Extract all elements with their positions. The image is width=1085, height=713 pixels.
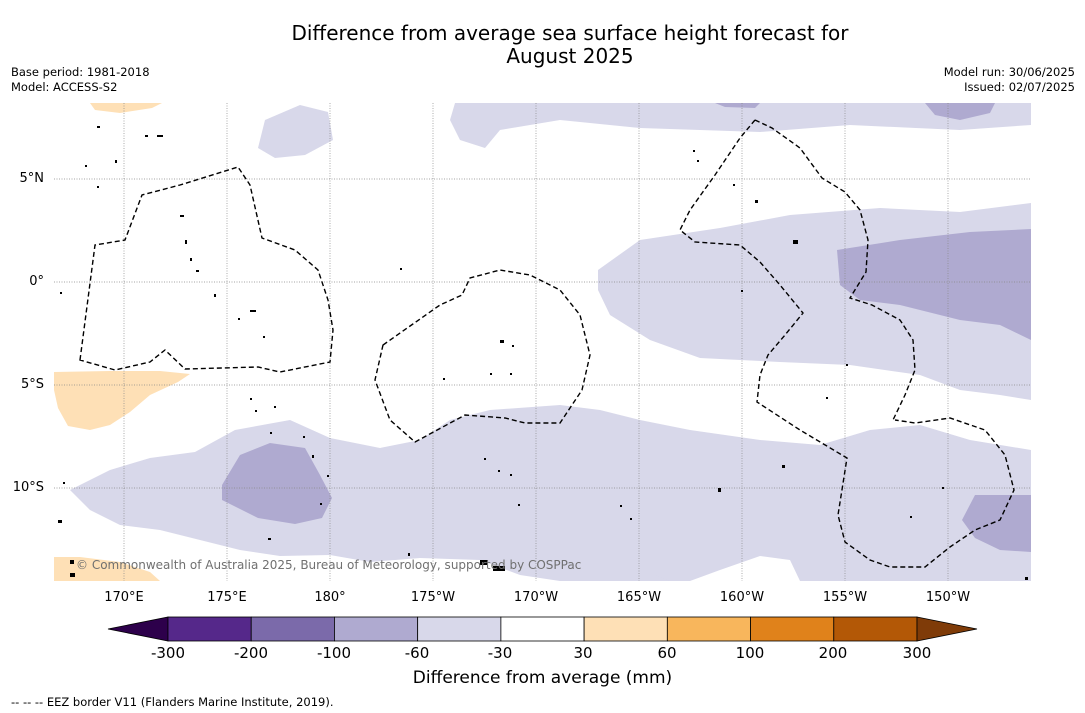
chart-title: Difference from average sea surface heig… (0, 22, 1085, 68)
colorbar-segment (417, 616, 502, 642)
colorbar-tick: -100 (316, 644, 352, 662)
title-line-2: August 2025 (506, 44, 634, 68)
lat-label-5n: 5°N (19, 171, 45, 186)
lon-label-160w: 160°W (719, 590, 765, 605)
colorbar-tick: 60 (657, 644, 677, 662)
eez-borders (79, 119, 1015, 568)
anomaly-region-bottom-fragment (645, 575, 670, 581)
colorbar-label: Difference from average (mm) (412, 668, 673, 688)
title-line-1: Difference from average sea surface heig… (291, 21, 849, 45)
colorbar-under-arrow (107, 616, 169, 642)
colorbar-segment (666, 616, 751, 642)
positive-region-nw (90, 103, 162, 113)
model-run: Model run: 30/06/2025 (943, 65, 1075, 79)
lon-label-170e: 170°E (104, 590, 144, 605)
colorbar-over-arrow (916, 616, 978, 642)
lon-label-155w: 155°W (822, 590, 868, 605)
colorbar-tick: 30 (573, 644, 593, 662)
lat-label-0: 0° (29, 274, 44, 289)
anomaly-region-north-band (450, 103, 1031, 148)
colorbar-segment (250, 616, 335, 642)
meta-right: Model run: 30/06/2025 Issued: 02/07/2025 (944, 65, 1075, 95)
base-period: Base period: 1981-2018 (11, 65, 150, 79)
colorbar-segment (334, 616, 419, 642)
lon-label-180: 180° (314, 590, 346, 605)
colorbar-segment (833, 616, 918, 642)
colorbar-segment (583, 616, 668, 642)
lat-label-10s: 10°S (12, 480, 44, 495)
anomaly-region-southeast-darker (962, 495, 1031, 552)
eez-border-line-islands (754, 119, 916, 421)
model-name: Model: ACCESS-S2 (11, 80, 118, 94)
issued-date: Issued: 02/07/2025 (964, 80, 1075, 94)
anomaly-region-darker-north (715, 103, 760, 108)
colorbar-tick: 200 (818, 644, 848, 662)
eez-border-tuvalu-kiribati-west (79, 166, 334, 373)
positive-region-sw (54, 371, 190, 430)
colorbar-tick: -200 (233, 644, 269, 662)
positive-region-bottom-left (54, 557, 160, 581)
eez-border-phoenix (374, 269, 591, 443)
colorbar-segment (750, 616, 835, 642)
lon-label-175w: 175°W (410, 590, 456, 605)
anomaly-region-small-north (258, 105, 333, 158)
colorbar-tick: -300 (150, 644, 186, 662)
colorbar-segment (500, 616, 585, 642)
anomaly-region-south-band (70, 405, 1031, 581)
colorbar-segments (167, 616, 918, 642)
lon-label-165w: 165°W (616, 590, 662, 605)
islands (58, 126, 1028, 580)
colorbar-segment (167, 616, 252, 642)
lon-label-170w: 170°W (513, 590, 559, 605)
anomaly-region-darker-ne (925, 103, 995, 120)
lat-label-5s: 5°S (20, 377, 44, 392)
eez-legend-note: -- -- -- EEZ border V11 (Flanders Marine… (11, 695, 334, 709)
colorbar-tick: -30 (487, 644, 513, 662)
lon-label-175e: 175°E (207, 590, 247, 605)
colorbar-tick: -60 (404, 644, 430, 662)
colorbar-tick: 100 (735, 644, 765, 662)
anomaly-region-south-darker (222, 443, 332, 524)
copyright-credit: © Commonwealth of Australia 2025, Bureau… (76, 558, 582, 572)
lon-label-150w: 150°W (925, 590, 971, 605)
colorbar-tick: 300 (902, 644, 932, 662)
anomaly-region-equatorial-darker (837, 229, 1031, 340)
eez-border-central (679, 119, 1015, 568)
meta-left: Base period: 1981-2018 Model: ACCESS-S2 (11, 65, 150, 95)
